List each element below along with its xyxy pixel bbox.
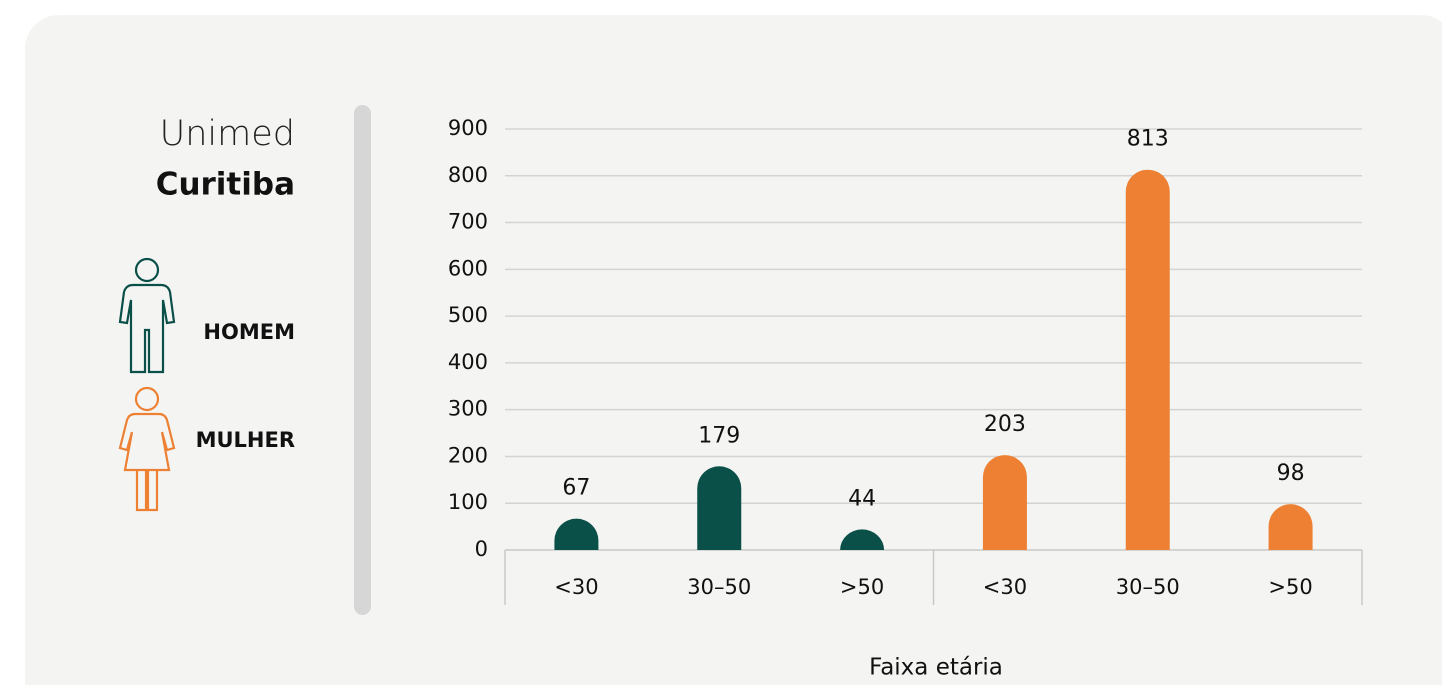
chart-title: Unimed [160, 114, 295, 154]
x-tick-label: >50 [1268, 575, 1312, 599]
x-tick-label: >50 [840, 575, 884, 599]
x-tick-label: 30–50 [687, 575, 751, 599]
y-tick-label: 900 [448, 116, 488, 140]
x-tick-label: <30 [983, 575, 1027, 599]
card [25, 15, 1442, 689]
data-label: 98 [1277, 461, 1305, 486]
y-tick-label: 500 [448, 303, 488, 327]
bar [697, 466, 742, 550]
bar [982, 455, 1027, 550]
bar [1125, 169, 1170, 550]
x-axis-label: Faixa etária [869, 655, 1003, 681]
data-label: 44 [848, 486, 876, 511]
bar [840, 529, 885, 550]
data-label: 813 [1127, 127, 1169, 152]
y-tick-label: 400 [448, 350, 488, 374]
legend-label: HOMEM [203, 320, 295, 344]
x-tick-label: <30 [554, 575, 598, 599]
legend-icon-male [118, 257, 176, 374]
y-tick-label: 700 [448, 210, 488, 234]
legend-icon-female [118, 386, 176, 512]
bar [554, 518, 599, 550]
y-tick-label: 300 [448, 397, 488, 421]
y-tick-label: 200 [448, 443, 488, 467]
y-tick-label: 0 [475, 537, 488, 561]
data-label: 179 [698, 423, 740, 448]
legend-label: MULHER [196, 428, 295, 452]
chart-subtitle: Curitiba [156, 167, 295, 203]
bar [1268, 504, 1313, 550]
y-tick-label: 800 [448, 163, 488, 187]
data-label: 67 [562, 476, 590, 501]
data-label: 203 [984, 412, 1026, 437]
y-tick-label: 100 [448, 490, 488, 514]
x-tick-label: 30–50 [1116, 575, 1180, 599]
divider [354, 105, 371, 615]
y-tick-label: 600 [448, 256, 488, 280]
